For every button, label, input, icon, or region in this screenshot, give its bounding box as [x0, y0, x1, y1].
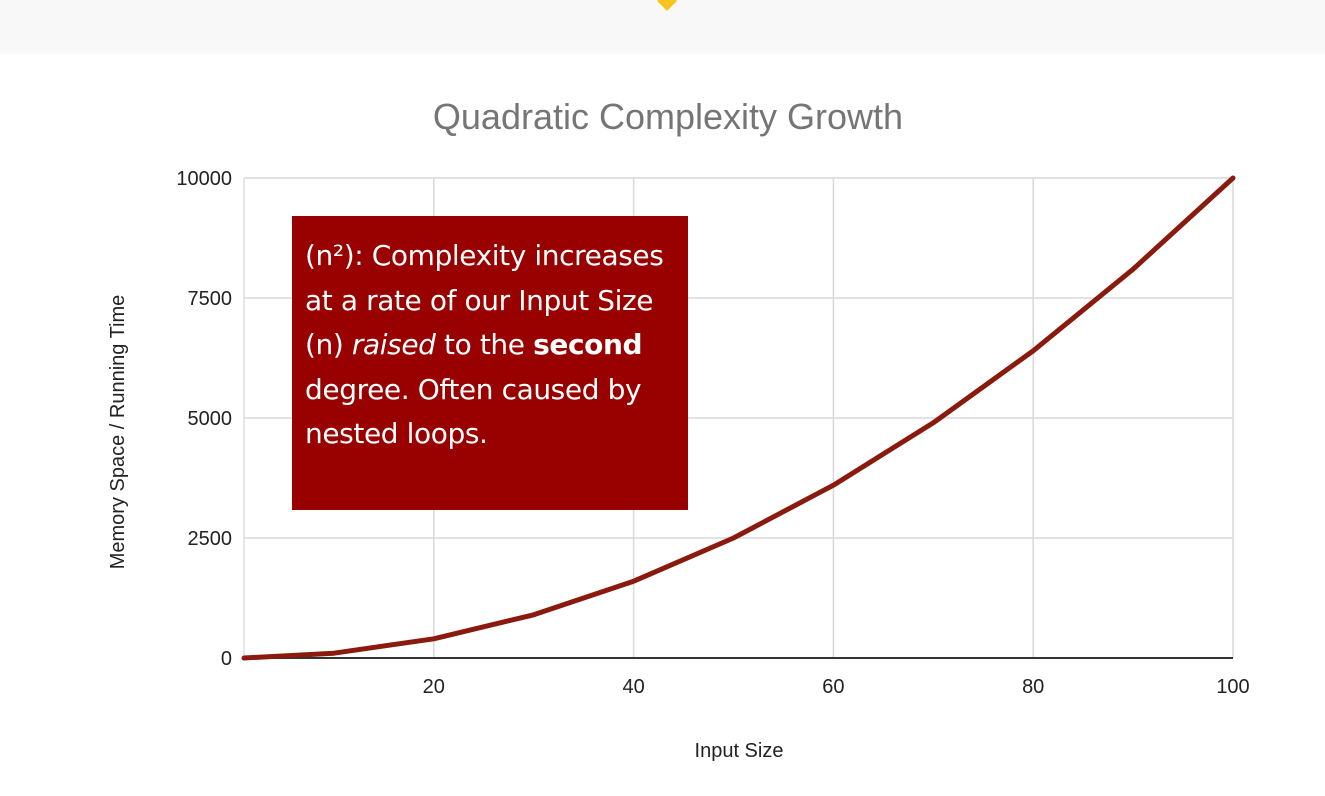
y-tick-label: 5000	[188, 408, 233, 430]
y-tick-label: 2500	[188, 528, 233, 550]
y-tick-label: 10000	[176, 168, 232, 190]
chart-title: Quadratic Complexity Growth	[433, 96, 903, 137]
y-axis-label: Memory Space / Running Time	[107, 295, 129, 570]
top-bar	[0, 0, 1325, 54]
annotation-text-3: degree. Often caused by nested loops.	[305, 372, 642, 451]
annotation-bold: second	[533, 328, 643, 361]
series-layer	[241, 175, 1236, 661]
y-tick-label: 7500	[188, 288, 233, 310]
x-axis-label: Input Size	[695, 740, 784, 762]
x-tick-label: 100	[1216, 676, 1249, 698]
annotation-text-2: to the	[435, 328, 534, 361]
x-tick-label: 80	[1022, 676, 1044, 698]
annotation-italic: raised	[351, 328, 436, 361]
complexity-annotation: (n²): Complexity increases at a rate of …	[292, 216, 688, 510]
annotation-text-1: (n²): Complexity increases at a rate of …	[305, 239, 664, 361]
x-tick-label: 20	[423, 676, 445, 698]
y-tick-label: 0	[221, 648, 232, 670]
x-tick-label: 60	[822, 676, 844, 698]
x-tick-label: 40	[622, 676, 644, 698]
tick-labels: 0 2500 5000 7500 10000 20 40 60 80 100	[176, 168, 1249, 698]
